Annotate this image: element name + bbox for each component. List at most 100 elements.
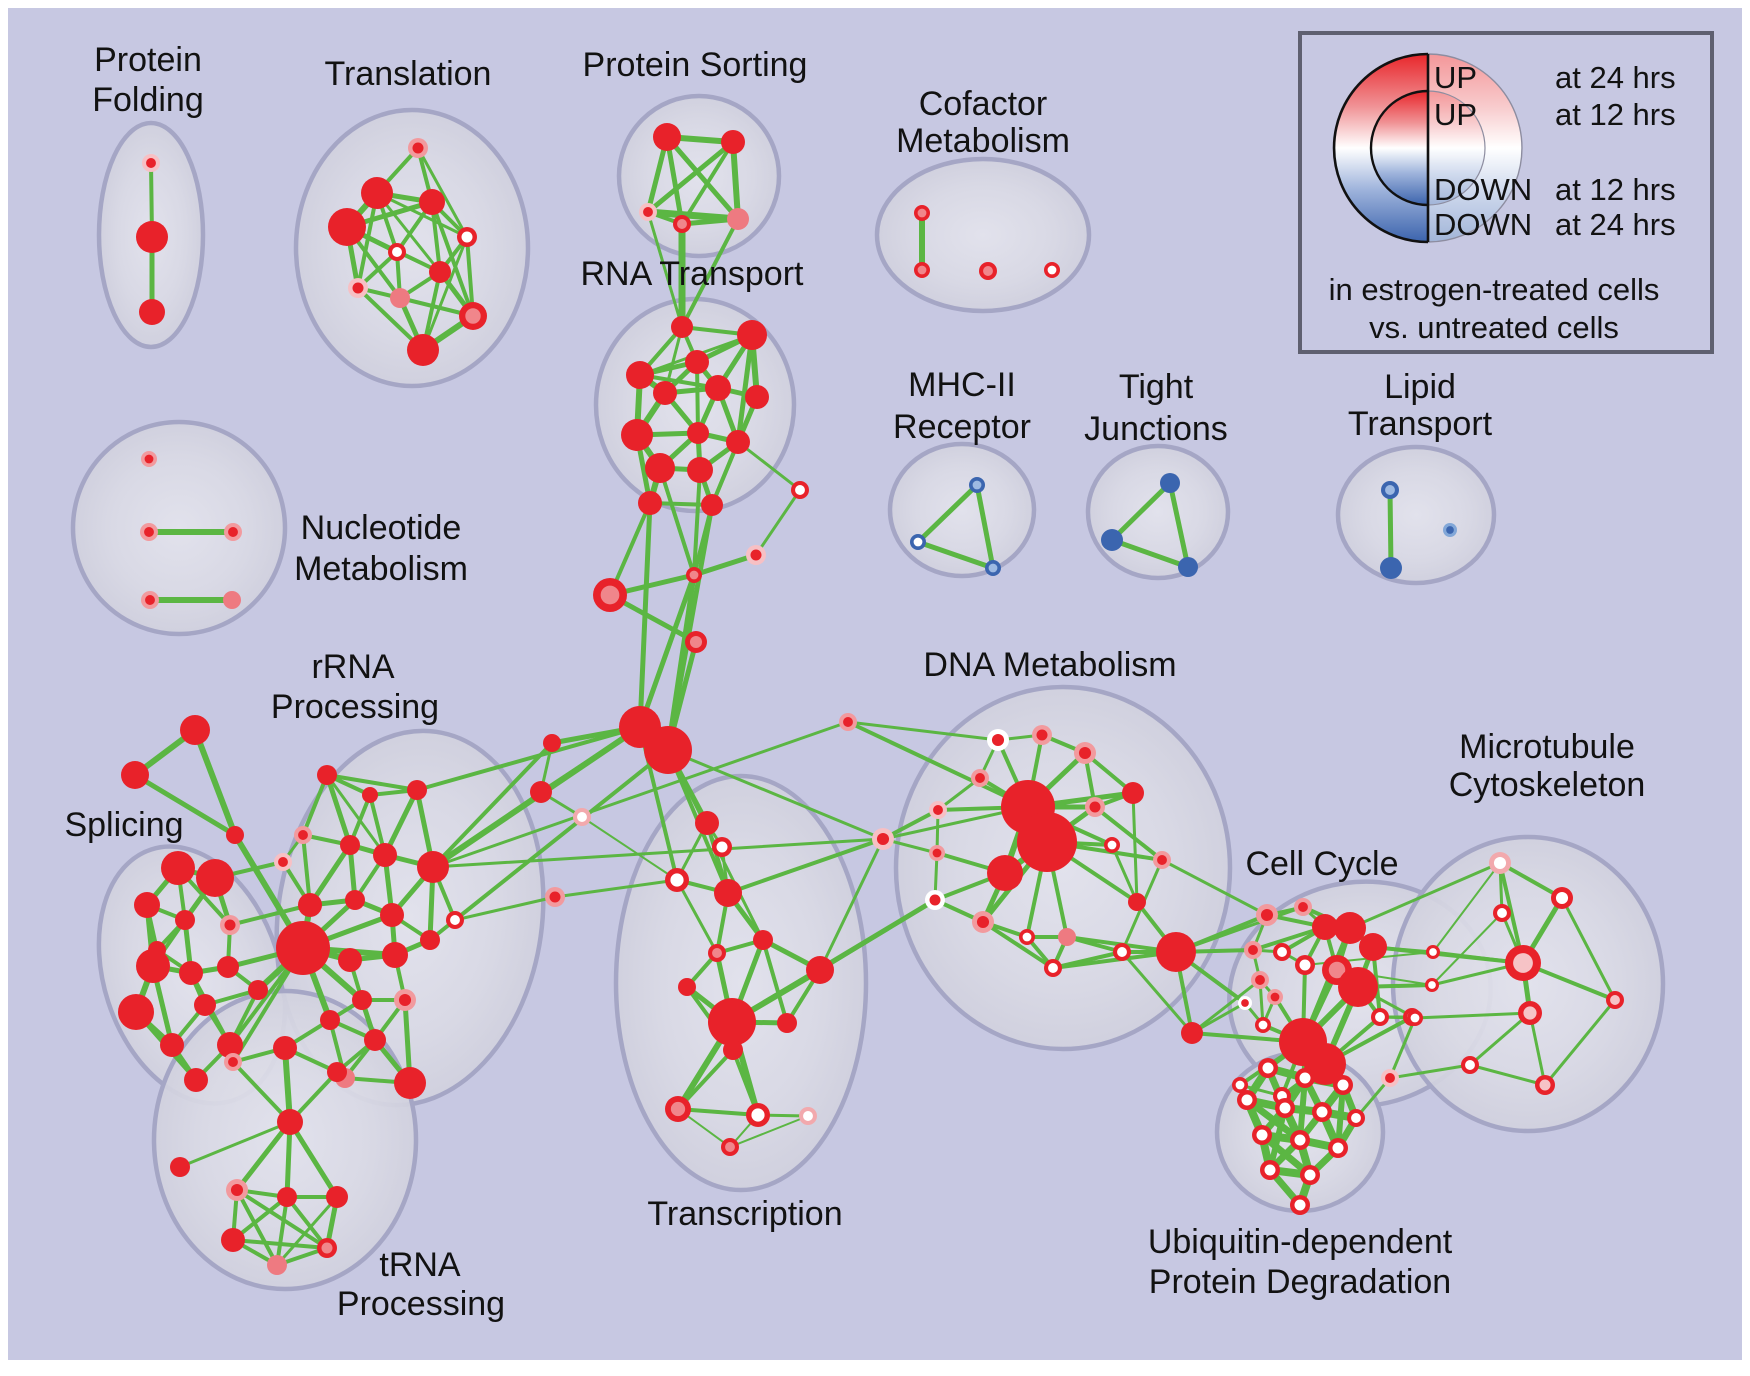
gene-node-trna-processing — [170, 1157, 190, 1177]
node-inner-12hr — [228, 527, 238, 537]
node-inner-12hr — [1248, 945, 1258, 955]
node-inner-12hr — [972, 480, 982, 490]
node-outer-24hr — [196, 859, 234, 897]
gene-node-dna-metabolism — [1153, 851, 1171, 869]
inter-module-edge — [1388, 1016, 1417, 1080]
node-outer-24hr — [340, 835, 360, 855]
inter-module-edge — [846, 720, 1000, 742]
node-outer-24hr — [1181, 1022, 1203, 1044]
gene-node-connectors — [1381, 1069, 1399, 1087]
gene-node-rna-transport — [737, 320, 767, 350]
node-outer-24hr — [298, 893, 322, 917]
gene-node-connectors — [543, 734, 561, 752]
node-outer-24hr — [726, 430, 750, 454]
node-inner-12hr — [278, 857, 288, 867]
node-outer-24hr — [179, 961, 203, 985]
legend-direction-label-1: UP — [1434, 97, 1477, 132]
legend-direction-label-3: DOWN — [1434, 207, 1532, 242]
gene-node-microtubule-cytoskeleton — [1493, 904, 1511, 922]
gene-node-ubiquitin-dependent-protein-degradation — [1290, 1130, 1310, 1150]
node-outer-24hr — [326, 1186, 348, 1208]
gene-node-cell-cycle — [1181, 1022, 1203, 1044]
node-inner-12hr — [1351, 1113, 1361, 1123]
gene-node-cell-cycle — [1238, 996, 1252, 1010]
node-inner-12hr — [917, 208, 927, 218]
node-inner-12hr — [689, 570, 699, 580]
gene-node-cofactor-metabolism — [914, 205, 930, 221]
node-inner-12hr — [1264, 1164, 1276, 1176]
edge-trna-processing — [275, 1195, 339, 1267]
gene-node-microtubule-cytoskeleton — [1489, 852, 1511, 874]
module-label-splicing: Splicing — [64, 806, 183, 844]
node-inner-12hr — [230, 1183, 244, 1197]
gene-node-transcription — [712, 837, 732, 857]
gene-node-transcription — [806, 956, 834, 984]
node-outer-24hr — [317, 765, 337, 785]
gene-node-nucleotide-metabolism — [224, 523, 242, 541]
gene-node-dna-metabolism — [1017, 812, 1077, 872]
edge-trna-processing — [287, 1119, 340, 1200]
edge-protein-sorting — [664, 134, 741, 222]
node-outer-24hr — [273, 1036, 297, 1060]
node-outer-24hr — [530, 781, 552, 803]
node-outer-24hr — [708, 998, 756, 1046]
gene-node-dna-metabolism — [1128, 893, 1146, 911]
gene-node-protein-folding — [142, 154, 160, 172]
gene-node-transcription — [746, 1103, 770, 1127]
inter-module-edge — [132, 772, 238, 838]
module-label-ubiquitin-dependent-protein-degradation: Protein Degradation — [1149, 1263, 1451, 1301]
gene-node-dna-metabolism — [1085, 797, 1105, 817]
gene-node-mhc-ii-receptor — [910, 534, 926, 550]
inter-module-edge — [431, 741, 554, 869]
inter-module-edge — [637, 572, 697, 730]
module-label-mhc-ii-receptor: MHC-II — [908, 366, 1016, 404]
inter-module-edge — [228, 903, 312, 927]
edge-trna-processing — [231, 1238, 329, 1250]
gene-node-transcription — [753, 930, 773, 950]
node-outer-24hr — [621, 419, 653, 451]
node-inner-12hr — [600, 585, 620, 605]
gene-node-rrna-processing — [364, 1029, 386, 1051]
gene-node-splicing — [134, 892, 160, 918]
module-label-cell-cycle: Cell Cycle — [1245, 845, 1398, 883]
node-inner-12hr — [643, 207, 653, 217]
node-inner-12hr — [1316, 1106, 1328, 1118]
gene-node-connectors — [180, 715, 210, 745]
gene-node-dna-metabolism — [1019, 929, 1035, 945]
node-outer-24hr — [1122, 782, 1144, 804]
node-outer-24hr — [685, 350, 709, 374]
node-outer-24hr — [390, 288, 410, 308]
gene-node-translation — [388, 243, 406, 261]
module-label-transcription: Transcription — [647, 1195, 842, 1233]
node-outer-24hr — [645, 453, 675, 483]
edge-trna-processing — [231, 1060, 292, 1124]
node-inner-12hr — [1157, 855, 1167, 865]
inter-module-edge — [1348, 861, 1502, 930]
gene-node-protein-folding — [139, 299, 165, 325]
node-inner-12hr — [991, 733, 1005, 747]
edge-microtubule-cytoskeleton — [1560, 896, 1617, 1002]
edge-protein-sorting — [645, 139, 736, 215]
node-inner-12hr — [1497, 908, 1507, 918]
inter-module-edge — [192, 727, 238, 838]
gene-node-rrna-processing — [294, 826, 312, 844]
gene-node-dna-metabolism — [972, 911, 994, 933]
edge-lipid-transport — [1387, 487, 1394, 571]
gene-node-rrna-processing — [340, 835, 360, 855]
node-inner-12hr — [725, 1142, 735, 1152]
gene-node-cell-cycle — [1256, 904, 1278, 926]
inter-module-edge — [431, 720, 850, 869]
gene-node-cell-cycle — [1304, 1043, 1346, 1085]
gene-node-dna-metabolism — [1122, 782, 1144, 804]
gene-node-rna-transport — [638, 491, 662, 515]
node-inner-12hr — [1446, 526, 1454, 534]
gene-node-trna-processing — [267, 1255, 287, 1275]
gene-node-splicing — [220, 915, 240, 935]
legend-box — [1298, 31, 1714, 354]
node-inner-12hr — [321, 1242, 333, 1254]
gene-node-translation — [407, 334, 439, 366]
module-label-protein-folding: Protein — [94, 41, 202, 79]
node-inner-12hr — [913, 537, 923, 547]
node-inner-12hr — [1277, 947, 1287, 957]
gene-node-microtubule-cytoskeleton — [1461, 1056, 1479, 1074]
